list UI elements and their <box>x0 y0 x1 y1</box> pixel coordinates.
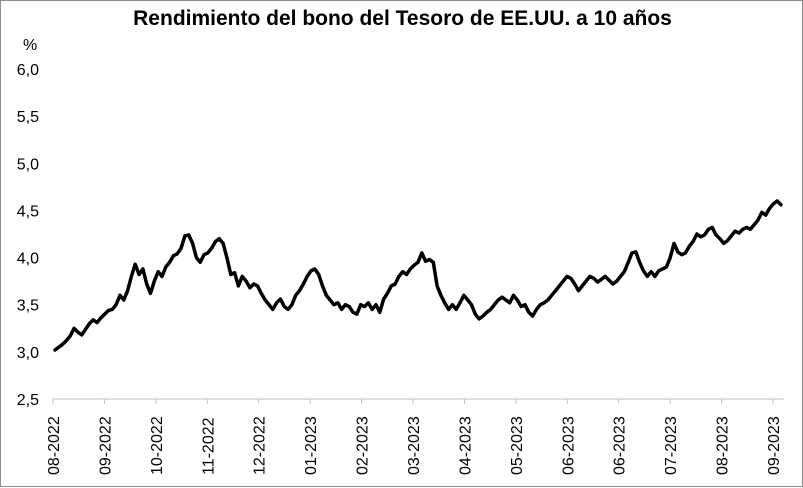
x-tick-label: 06-2023 <box>612 416 629 475</box>
y-tick-label: 6,0 <box>17 62 39 79</box>
x-tick-label: 06-2023 <box>560 416 577 475</box>
y-axis-unit-label: % <box>23 37 37 54</box>
y-tick-label: 5,0 <box>17 156 39 173</box>
y-tick-label: 4,5 <box>17 203 39 220</box>
x-tick-label: 11-2022 <box>200 417 217 475</box>
x-tick-label: 08-2022 <box>46 416 63 475</box>
x-tick-label: 10-2022 <box>149 416 166 475</box>
x-tick-label: 02-2023 <box>355 416 372 475</box>
x-tick-label: 09-2022 <box>97 416 114 475</box>
x-axis-ticks: 08-2022 09-2022 10-2022 11-2022 12-2022 01-20… <box>46 399 783 475</box>
y-tick-label: 2,5 <box>17 392 39 409</box>
y-axis-ticks: 2,5 3,0 3,5 4,0 4,5 5,0 5,5 6,0 <box>17 62 39 409</box>
yield-series-line <box>53 199 783 352</box>
x-tick-label: 04-2023 <box>457 416 474 475</box>
chart-title: Rendimiento del bono del Tesoro de EE.UU… <box>133 7 672 30</box>
x-tick-label: 01-2023 <box>303 416 320 475</box>
y-tick-label: 3,0 <box>17 345 39 362</box>
y-tick-label: 4,0 <box>17 251 39 268</box>
x-tick-label: 09-2023 <box>766 416 783 475</box>
y-tick-label: 5,5 <box>17 109 39 126</box>
y-tick-label: 3,5 <box>17 298 39 315</box>
x-tick-label: 08-2023 <box>715 416 732 475</box>
x-tick-label: 07-2023 <box>663 416 680 475</box>
x-tick-label: 03-2023 <box>406 416 423 475</box>
x-tick-label: 05-2023 <box>509 416 526 475</box>
x-tick-label: 12-2022 <box>252 416 269 475</box>
